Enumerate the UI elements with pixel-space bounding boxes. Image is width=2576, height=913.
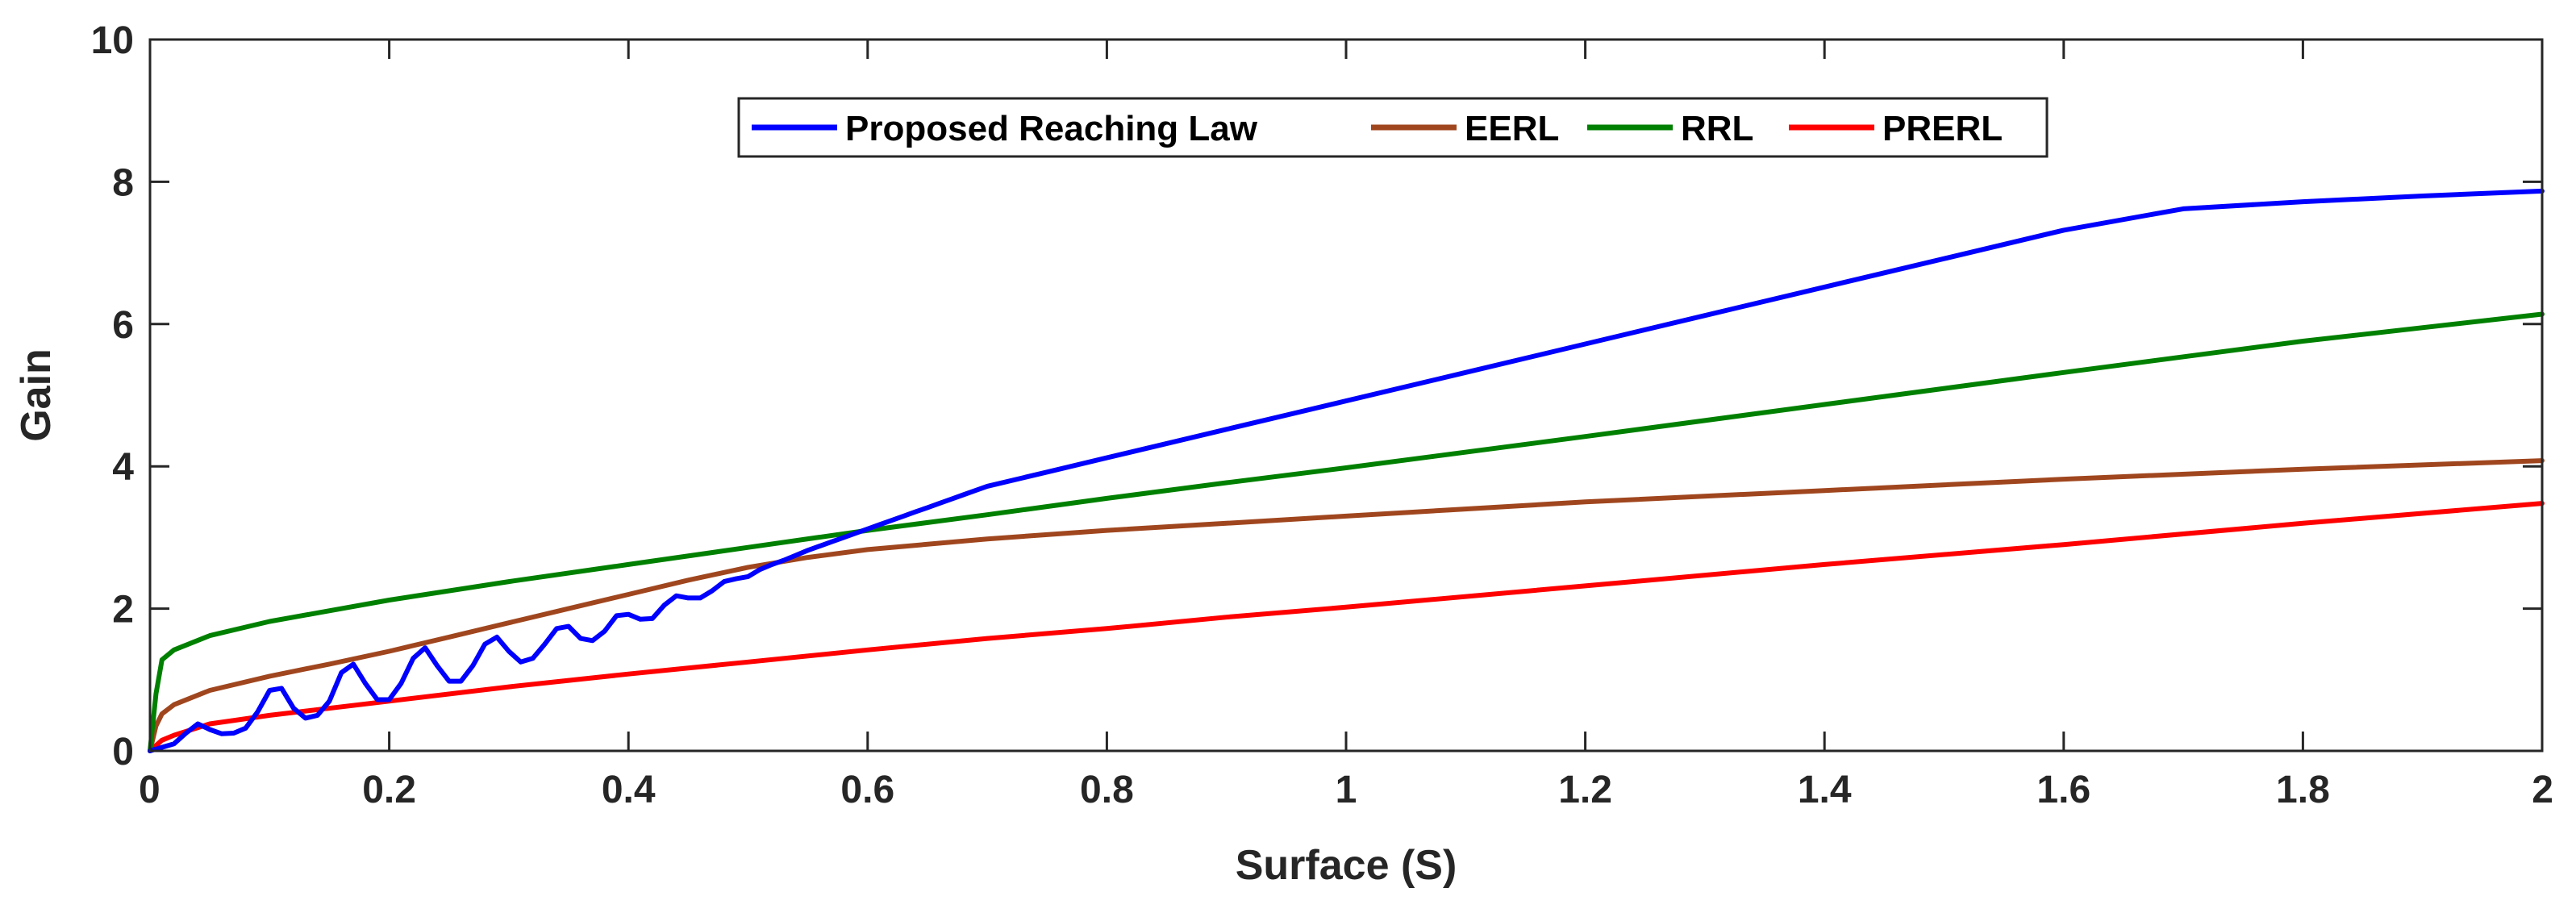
y-tick-label: 8 (112, 161, 134, 204)
x-tick-label: 0.4 (602, 769, 656, 811)
series-line-proposed-reaching-law (148, 188, 2545, 753)
series-line-eerl (148, 458, 2545, 753)
x-tick-label: 1.6 (2036, 769, 2090, 811)
plot-area (150, 40, 2542, 751)
legend: Proposed Reaching Law EERL RRL PRERL (737, 97, 2049, 158)
y-tick-label: 6 (112, 304, 134, 347)
x-tick-label: 0.2 (362, 769, 416, 811)
y-tick-label: 2 (112, 589, 134, 632)
series-layer (148, 188, 2545, 753)
x-tick-label: 0.8 (1080, 769, 1134, 811)
x-tick-label: 1 (1336, 769, 1357, 811)
y-tick-label: 0 (112, 731, 134, 773)
legend-label-proposed: Proposed Reaching Law (845, 109, 1258, 148)
x-tick-label: 0.6 (840, 769, 894, 811)
x-tick-label: 1.4 (1798, 769, 1852, 811)
x-tick-label: 1.2 (1558, 769, 1612, 811)
x-tick-label: 2 (2532, 769, 2553, 811)
legend-label-rrl: RRL (1681, 109, 1753, 148)
legend-label-prerl: PRERL (1882, 109, 2003, 148)
tick-layer: 0 0.2 0.4 0.6 0.8 1 1.2 1.4 1.6 1.8 2 0 2 4 6 8 10 (91, 19, 2553, 811)
y-axis-title: Gain (13, 348, 60, 442)
legend-label-eerl: EERL (1465, 109, 1559, 148)
y-tick-label: 4 (112, 446, 134, 489)
x-tick-label: 0 (139, 769, 160, 811)
series-line-rrl (148, 311, 2545, 753)
y-tick-label: 10 (91, 19, 134, 62)
series-line-prerl (148, 501, 2545, 753)
x-axis-title: Surface (S) (1236, 842, 1457, 889)
x-tick-label: 1.8 (2276, 769, 2330, 811)
